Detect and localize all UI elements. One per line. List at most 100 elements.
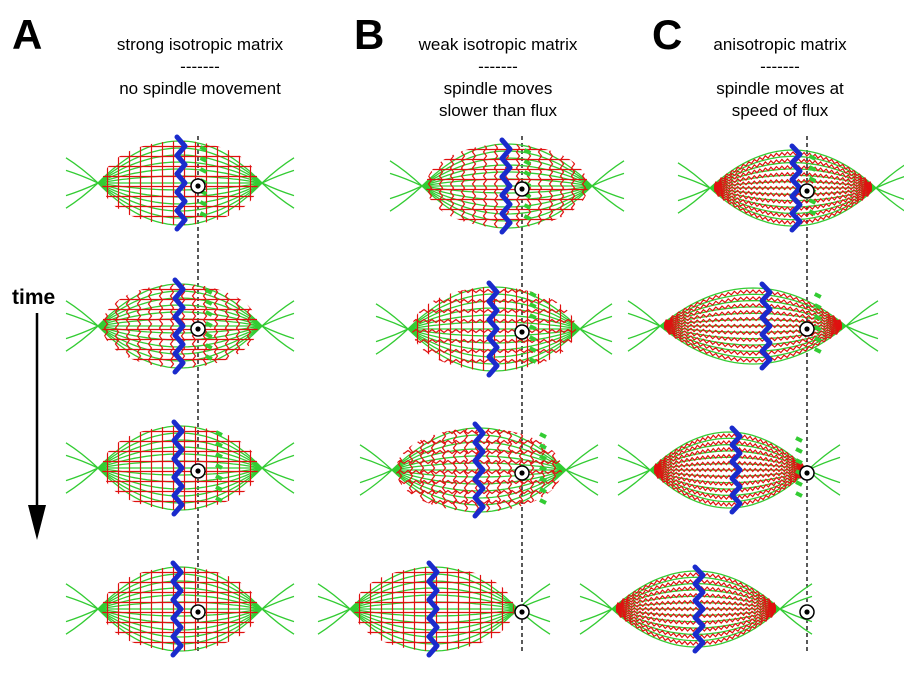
astral-ray <box>375 303 409 330</box>
astral-ray <box>261 157 295 184</box>
flux-mark <box>204 343 213 350</box>
flux-mark <box>813 314 822 321</box>
chromosome <box>171 419 185 517</box>
spindle-a-1 <box>65 134 295 232</box>
flux-mark <box>539 476 547 483</box>
flux-mark <box>199 167 208 174</box>
panel-c-caption-line-1: spindle moves at <box>716 79 844 98</box>
microtubule-fiber <box>97 580 263 610</box>
marker-center <box>804 609 810 615</box>
spindle-b-1 <box>389 137 625 235</box>
astral-ray <box>875 164 904 189</box>
spindle-c-2 <box>627 281 879 371</box>
chromosome <box>486 280 500 378</box>
chromosome <box>172 277 186 375</box>
panel-a-header: strong isotropic matrix ------- no spind… <box>80 34 320 100</box>
astral-ray <box>579 595 613 610</box>
chromosome <box>174 134 188 232</box>
astral-ray <box>317 595 351 610</box>
flux-mark <box>539 465 547 472</box>
marker-center <box>195 326 201 332</box>
astral-ray <box>677 162 711 189</box>
astral-ray <box>627 325 661 352</box>
microtubule-fiber <box>349 580 519 610</box>
spindle-a-4 <box>65 560 295 658</box>
chromosome <box>729 425 743 515</box>
astral-ray <box>65 595 99 610</box>
flux-mark <box>539 443 547 450</box>
panel-c-separator: ------- <box>760 57 800 76</box>
microtubule-fiber <box>97 297 263 327</box>
spindle-c-4 <box>579 564 815 654</box>
astral-ray <box>359 456 393 471</box>
astral-ray <box>579 583 613 610</box>
microtubule-fiber <box>659 312 847 327</box>
spindle-b-4 <box>317 560 551 658</box>
astral-ray <box>565 469 599 496</box>
astral-ray <box>779 608 813 623</box>
flux-mark <box>204 299 213 306</box>
flux-mark <box>795 480 803 487</box>
astral-ray <box>389 172 423 187</box>
flux-mark <box>528 335 537 342</box>
flux-mark <box>808 209 817 216</box>
flux-mark <box>795 447 803 454</box>
astral-ray <box>579 608 613 623</box>
astral-ray <box>389 185 423 200</box>
astral-ray <box>359 444 393 471</box>
microtubule-fiber <box>659 300 847 327</box>
flux-mark <box>539 487 547 494</box>
microtubule-fiber <box>659 325 847 333</box>
flux-mark <box>528 313 537 320</box>
flux-mark <box>204 310 213 317</box>
astral-ray <box>579 303 613 330</box>
panel-a-separator: ------- <box>180 57 220 76</box>
astral-ray <box>261 325 295 352</box>
astral-ray <box>389 185 423 212</box>
panel-b-separator: ------- <box>478 57 518 76</box>
flux-mark <box>523 159 532 166</box>
flux-mark <box>199 211 208 218</box>
flux-mark <box>199 200 208 207</box>
marker-center <box>519 470 525 476</box>
down-arrow-icon <box>28 505 46 540</box>
astral-ray <box>591 185 625 212</box>
flux-mark <box>204 332 213 339</box>
flux-mark <box>795 436 803 443</box>
astral-ray <box>65 608 99 623</box>
flux-mark <box>215 496 223 503</box>
astral-ray <box>65 312 99 327</box>
marker-center <box>519 329 525 335</box>
astral-ray <box>875 176 904 189</box>
microtubule-fiber <box>349 608 519 638</box>
astral-ray <box>261 467 295 482</box>
flux-mark <box>813 325 822 332</box>
spindle-a-3 <box>65 419 295 517</box>
astral-ray <box>65 157 99 184</box>
spindle-c-3 <box>617 425 841 515</box>
microtubule-fiber <box>649 456 809 471</box>
astral-ray <box>627 312 661 327</box>
astral-ray <box>261 467 295 494</box>
astral-ray <box>875 187 904 200</box>
astral-ray <box>565 456 599 471</box>
flux-mark <box>528 346 537 353</box>
flux-mark <box>523 170 532 177</box>
astral-ray <box>261 300 295 327</box>
panel-a-title: strong isotropic matrix <box>116 35 284 54</box>
microtubule-fiber <box>709 168 877 189</box>
astral-ray <box>65 300 99 327</box>
microtubule-fiber <box>659 319 847 327</box>
flux-mark <box>204 288 213 295</box>
marker-center <box>195 183 201 189</box>
astral-ray <box>261 312 295 327</box>
astral-ray <box>845 325 879 340</box>
astral-ray <box>261 442 295 469</box>
astral-ray <box>591 160 625 187</box>
flux-mark <box>528 302 537 309</box>
flux-mark <box>795 491 803 498</box>
astral-ray <box>677 187 711 202</box>
astral-ray <box>579 328 613 355</box>
marker-center <box>519 609 525 615</box>
